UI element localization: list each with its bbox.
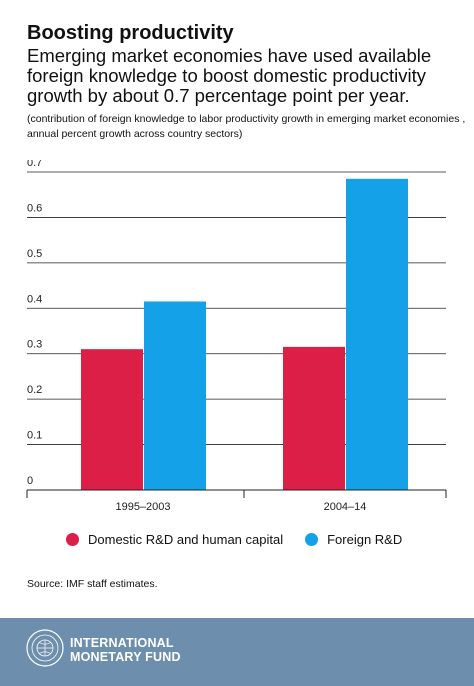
bars <box>81 178 408 491</box>
bar-domestic-0 <box>81 349 143 490</box>
legend-label-foreign: Foreign R&D <box>327 532 403 547</box>
bar-foreign-1 <box>346 178 408 491</box>
y-tick-label: 0.4 <box>27 293 42 305</box>
bar-chart: 0 0.1 0.2 0.3 0.4 0.5 0.6 0.7 1995–2003 2004–14 <box>26 160 447 513</box>
x-category-label: 2004–14 <box>324 501 367 513</box>
legend-item-domestic: Domestic R&D and human capital <box>66 532 283 547</box>
y-tick-label: 0 <box>27 475 33 487</box>
bar-foreign-0 <box>144 301 206 490</box>
legend-item-foreign: Foreign R&D <box>305 532 402 547</box>
chart-subtitle: Emerging market economies have used avai… <box>27 45 432 106</box>
y-tick-label: 0.2 <box>27 384 42 396</box>
imf-name-line2: MONETARY FUND <box>70 650 181 664</box>
y-tick-label: 0.6 <box>27 202 42 214</box>
imf-footer: INTERNATIONAL MONETARY FUND <box>0 618 474 686</box>
source-note: Source: IMF staff estimates. <box>27 578 158 590</box>
x-category-label: 1995–2003 <box>115 501 170 513</box>
x-axis: 1995–2003 2004–14 <box>26 489 447 513</box>
chart-title: Boosting productivity <box>27 22 234 44</box>
y-tick-label: 0.5 <box>27 248 42 260</box>
imf-name-line1: INTERNATIONAL <box>70 636 174 650</box>
legend-swatch-foreign <box>305 533 319 546</box>
y-tick-labels: 0 0.1 0.2 0.3 0.4 0.5 0.6 0.7 <box>27 160 42 487</box>
bar-domestic-1 <box>283 346 345 490</box>
y-tick-label: 0.7 <box>27 160 42 169</box>
legend: Domestic R&D and human capital Foreign R… <box>66 532 424 547</box>
legend-label-domestic: Domestic R&D and human capital <box>88 532 284 547</box>
imf-wordmark: INTERNATIONAL MONETARY FUND <box>70 636 181 664</box>
y-tick-label: 0.3 <box>27 339 42 351</box>
y-tick-label: 0.1 <box>27 430 42 442</box>
chart-note: (contribution of foreign knowledge to la… <box>27 113 466 140</box>
legend-swatch-domestic <box>66 533 79 546</box>
imf-seal-icon <box>26 629 64 667</box>
